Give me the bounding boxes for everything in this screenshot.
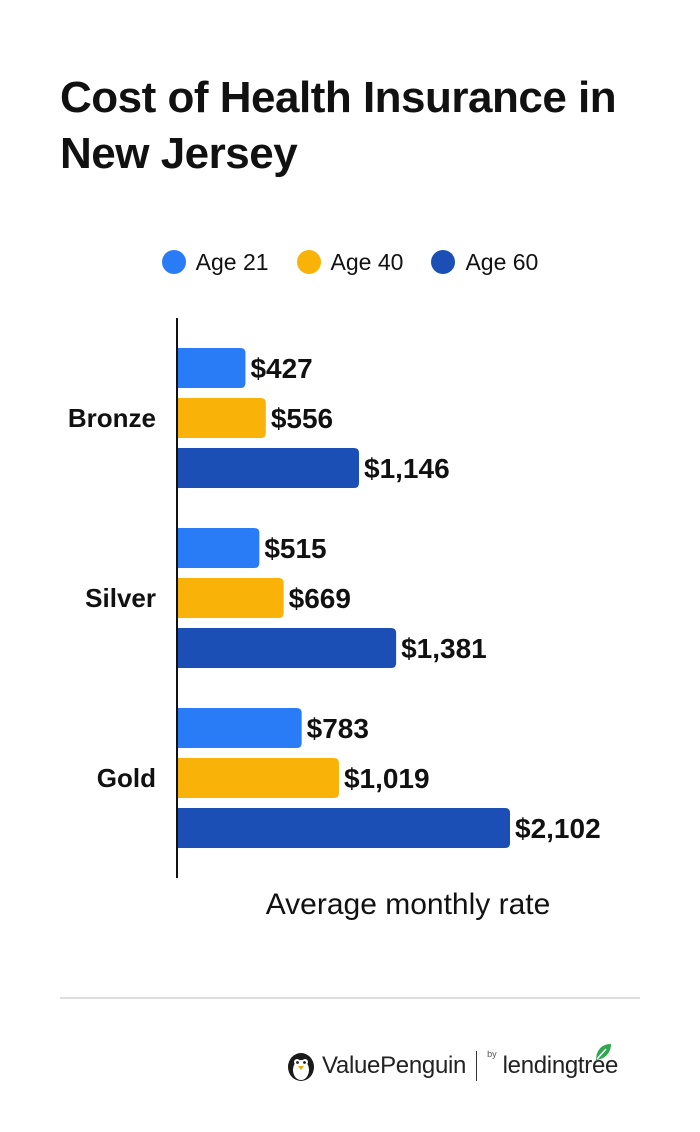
- legend-item-age-21: Age 21: [161, 248, 269, 276]
- data-label-silver-series-1: $515: [264, 533, 326, 564]
- data-label-gold-series-1: $783: [307, 713, 369, 744]
- x-axis-label: Average monthly rate: [265, 888, 551, 921]
- footer-divider: [60, 997, 640, 999]
- category-label-silver: Silver: [85, 583, 156, 613]
- category-label-gold: Gold: [97, 763, 156, 793]
- bar-bronze-series-2: [178, 398, 266, 438]
- legend-label-age-21: Age 21: [195, 248, 269, 275]
- footer-brand: ValuePenguin by lendingtree: [286, 1044, 642, 1086]
- data-label-bronze-series-3: $1,146: [364, 453, 450, 484]
- legend-item-age-60: Age 60: [431, 249, 538, 276]
- data-label-gold-series-3: $2,102: [515, 813, 601, 844]
- bar-gold-series-1: [178, 708, 302, 748]
- bar-silver-series-1: [178, 528, 260, 568]
- category-label-bronze: Bronze: [68, 403, 156, 433]
- legend: Age 21 Age 40 Age 60: [0, 246, 700, 278]
- data-label-bronze-series-2: $556: [271, 403, 333, 434]
- data-label-silver-series-3: $1,381: [401, 633, 487, 664]
- data-label-silver-series-2: $669: [289, 583, 351, 614]
- bar-bronze-series-3: [178, 448, 360, 488]
- legend-label-age-40: Age 40: [330, 248, 404, 275]
- data-label-bronze-series-1: $427: [250, 353, 312, 384]
- bar-bronze-series-1: [178, 348, 246, 388]
- legend-item-age-40: Age 40: [296, 248, 404, 276]
- brand-separator: [476, 1051, 478, 1081]
- data-label-gold-series-2: $1,019: [344, 763, 430, 794]
- leaf-icon: [596, 1044, 612, 1060]
- bar-gold-series-2: [178, 758, 339, 798]
- bar-chart: Bronze $427 $556 $1,146 Silver $515 $669 $1,381…: [68, 318, 601, 878]
- bar-silver-series-3: [178, 628, 397, 668]
- legend-label-age-60: Age 60: [465, 248, 539, 275]
- bar-silver-series-2: [178, 578, 284, 618]
- legend-dot-age-40: [296, 250, 321, 274]
- legend-dot-age-60: [431, 250, 456, 274]
- brand-by: by: [487, 1049, 497, 1059]
- legend-dot-age-21: [161, 250, 186, 274]
- penguin-icon: [288, 1053, 314, 1081]
- brand-valuepenguin: ValuePenguin: [322, 1052, 467, 1079]
- chart-title: Cost of Health Insurance in New Jersey: [60, 73, 617, 178]
- bar-gold-series-3: [178, 808, 510, 848]
